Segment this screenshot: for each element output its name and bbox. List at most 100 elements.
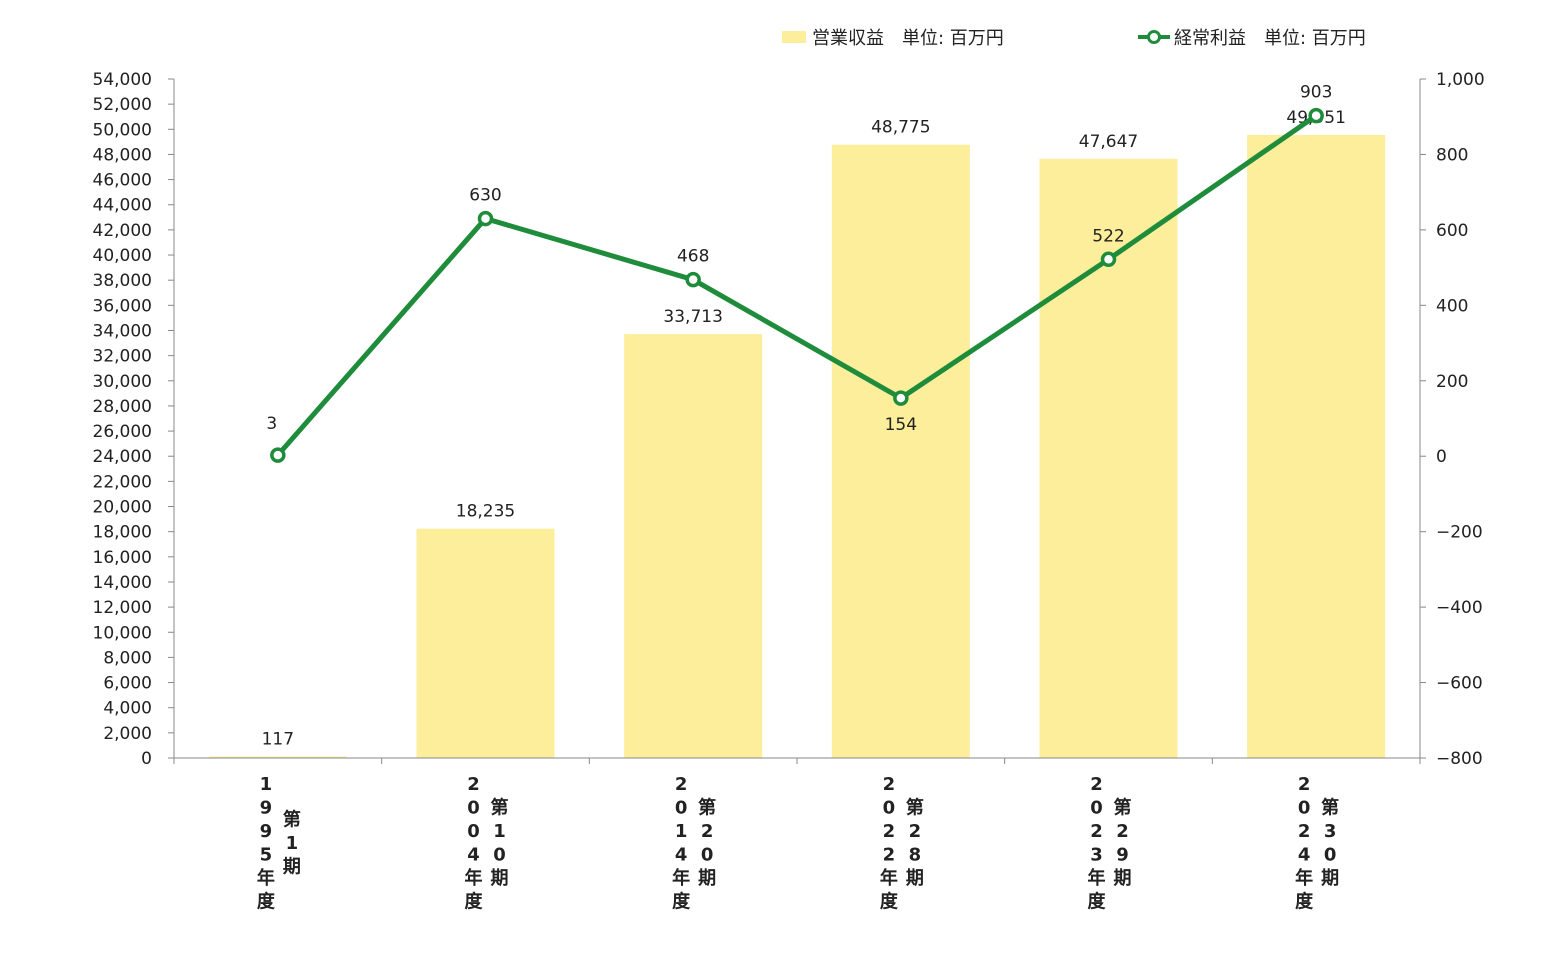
x-tick-label-char: 2 <box>1298 821 1311 842</box>
y-left-tick-label: 42,000 <box>93 221 152 241</box>
bar <box>1039 158 1178 759</box>
bar-data-label: 117 <box>262 730 294 750</box>
y-left-tick-label: 18,000 <box>93 523 152 543</box>
y-right-tick-label: 800 <box>1436 145 1468 165</box>
x-tick-label-char: 2 <box>883 821 896 842</box>
x-tick-label-char: 1 <box>675 821 688 842</box>
y-left-tick-label: 4,000 <box>103 699 152 719</box>
x-tick-label-char: 年 <box>1295 867 1313 889</box>
x-tick-label-char: 2 <box>467 774 480 795</box>
y-left-tick-label: 24,000 <box>93 447 152 467</box>
bar <box>1247 134 1386 758</box>
y-left-tick-label: 50,000 <box>93 120 152 140</box>
legend-bar-swatch <box>782 31 806 43</box>
y-left-tick-label: 36,000 <box>93 296 152 316</box>
line-point <box>477 210 494 227</box>
bar <box>208 756 347 758</box>
bar <box>831 144 970 759</box>
x-tick-label-char: 年 <box>257 867 275 889</box>
x-tick-label-char: 年 <box>672 867 690 889</box>
y-left-tick-label: 0 <box>141 749 152 769</box>
profit-line <box>275 113 1318 457</box>
y-right-tick-label: 600 <box>1436 221 1468 241</box>
bar <box>624 334 763 758</box>
x-tick-label-char: 2 <box>1090 774 1103 795</box>
line-point <box>1308 107 1324 124</box>
x-tick-label-char: 2 <box>701 821 714 842</box>
x-tick-label-char: 2 <box>883 845 896 866</box>
x-tick-label-char: 4 <box>675 845 688 866</box>
y-left-tick-label: 2,000 <box>103 724 152 744</box>
line-data-label: 3 <box>266 414 277 434</box>
x-tick-label-char: 期 <box>698 868 716 889</box>
y-left-tick-label: 34,000 <box>93 321 152 341</box>
y-right-tick-label: −400 <box>1436 598 1483 618</box>
x-tick-label-char: 期 <box>1114 868 1132 889</box>
x-tick-label-char: 8 <box>909 845 922 866</box>
line-data-label: 154 <box>885 415 917 435</box>
y-left-tick-label: 40,000 <box>93 246 152 266</box>
y-left-tick-label: 22,000 <box>93 472 152 492</box>
bar-data-label: 33,713 <box>663 307 722 327</box>
y-right-tick-label: 0 <box>1436 447 1447 467</box>
x-tick-label-char: 1 <box>286 833 299 854</box>
line-point <box>893 390 909 406</box>
x-tick-label-char: 0 <box>883 798 896 819</box>
y-left-tick-label: 26,000 <box>93 422 152 442</box>
legend-item-profit: 経常利益 単位: 百万円 <box>1138 24 1366 50</box>
x-tick-label-char: 0 <box>467 821 480 842</box>
line-data-label: 522 <box>1092 226 1124 246</box>
legend-item-revenue: 営業収益 単位: 百万円 <box>782 24 1004 50</box>
x-tick-label-char: 9 <box>260 798 273 819</box>
y-left-tick-label: 38,000 <box>93 271 152 291</box>
x-tick-label-char: 度 <box>672 891 691 913</box>
x-tick-label-char: 2 <box>909 821 922 842</box>
y-right-tick-label: −800 <box>1436 749 1483 769</box>
y-left-tick-label: 44,000 <box>93 196 152 216</box>
y-right-tick-label: 200 <box>1436 372 1468 392</box>
x-tick-label-char: 度 <box>1295 891 1314 913</box>
y-left-tick-label: 10,000 <box>93 623 152 643</box>
x-tick-label-char: 1 <box>493 821 506 842</box>
x-tick-label-char: 期 <box>283 856 301 877</box>
y-left-tick-label: 8,000 <box>103 648 152 668</box>
x-tick-label-char: 第 <box>491 797 509 819</box>
x-tick-label-char: 9 <box>260 821 273 842</box>
x-tick-label-char: 度 <box>257 891 276 913</box>
x-tick-label-char: 2 <box>1298 774 1311 795</box>
y-left-tick-label: 48,000 <box>93 145 152 165</box>
x-tick-label-char: 度 <box>1088 891 1107 913</box>
x-tick-label-char: 2 <box>1116 821 1129 842</box>
bar-data-label: 48,775 <box>871 118 930 138</box>
x-tick-label-char: 4 <box>1298 845 1311 866</box>
x-tick-label-char: 1 <box>260 774 273 795</box>
line-point <box>270 447 286 463</box>
legend-label-profit: 経常利益 単位: 百万円 <box>1174 28 1366 49</box>
line-data-label: 903 <box>1300 83 1332 103</box>
y-left-tick-label: 12,000 <box>93 598 152 618</box>
legend-line-swatch <box>1138 30 1170 44</box>
x-tick-label-char: 度 <box>465 891 484 913</box>
y-left-tick-label: 6,000 <box>103 674 152 694</box>
x-tick-label-char: 0 <box>1298 798 1311 819</box>
x-tick-label-char: 度 <box>880 891 899 913</box>
x-tick-label-char: 年 <box>465 867 483 889</box>
x-tick-label-char: 0 <box>1090 798 1103 819</box>
x-tick-label-char: 第 <box>1114 797 1132 819</box>
x-tick-label-char: 2 <box>675 774 688 795</box>
x-tick-label-char: 期 <box>906 868 924 889</box>
x-tick-label-char: 第 <box>698 797 716 819</box>
y-left-tick-label: 30,000 <box>93 372 152 392</box>
y-left-tick-label: 52,000 <box>93 95 152 115</box>
line-data-label: 630 <box>469 186 501 206</box>
legend-label-revenue: 営業収益 単位: 百万円 <box>812 28 1004 49</box>
x-tick-label-char: 3 <box>1324 821 1337 842</box>
x-tick-label-char: 0 <box>493 845 506 866</box>
y-right-tick-label: 1,000 <box>1436 70 1485 90</box>
x-tick-label-char: 0 <box>701 845 714 866</box>
x-tick-label-char: 第 <box>906 797 924 819</box>
x-tick-label-char: 4 <box>467 845 480 866</box>
line-point <box>685 271 701 288</box>
